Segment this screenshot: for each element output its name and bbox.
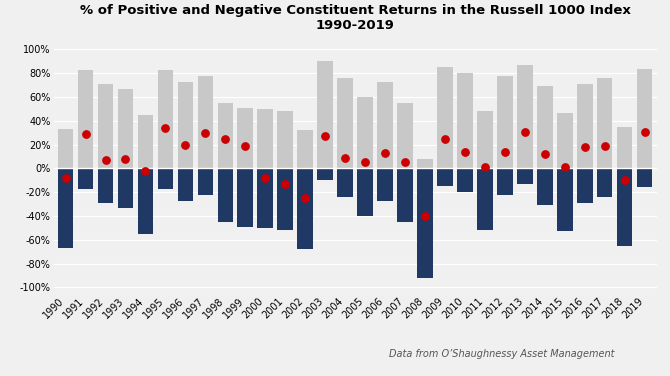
Bar xyxy=(98,84,113,168)
Point xyxy=(220,136,230,142)
Bar xyxy=(357,97,373,168)
Bar xyxy=(577,168,592,203)
Bar xyxy=(537,168,553,205)
Point xyxy=(80,131,91,137)
Bar xyxy=(497,168,513,194)
Bar xyxy=(377,82,393,168)
Bar xyxy=(118,168,133,208)
Bar xyxy=(277,111,293,168)
Text: Data from O’Shaughnessy Asset Management: Data from O’Shaughnessy Asset Management xyxy=(389,349,614,359)
Point xyxy=(340,155,350,161)
Bar xyxy=(78,70,93,168)
Bar xyxy=(318,61,333,168)
Point xyxy=(240,143,251,149)
Point xyxy=(160,125,171,131)
Bar xyxy=(218,168,233,222)
Bar xyxy=(636,168,653,188)
Point xyxy=(600,143,610,149)
Bar xyxy=(457,73,473,168)
Bar xyxy=(397,168,413,222)
Bar xyxy=(237,168,253,227)
Bar xyxy=(157,70,174,168)
Bar xyxy=(577,84,592,168)
Bar xyxy=(178,168,193,200)
Bar xyxy=(537,86,553,168)
Point xyxy=(440,136,450,142)
Bar xyxy=(357,168,373,216)
Bar xyxy=(257,168,273,228)
Point xyxy=(500,149,511,155)
Point xyxy=(419,213,430,219)
Bar xyxy=(597,168,612,197)
Bar xyxy=(377,168,393,200)
Title: % of Positive and Negative Constituent Returns in the Russell 1000 Index
1990-20: % of Positive and Negative Constituent R… xyxy=(80,4,630,32)
Bar xyxy=(477,111,492,168)
Point xyxy=(460,149,470,155)
Legend: % Positive, % Negative, Annual Return: % Positive, % Negative, Annual Return xyxy=(59,375,342,376)
Bar xyxy=(477,168,492,230)
Point xyxy=(639,129,650,135)
Bar xyxy=(257,109,273,168)
Bar xyxy=(297,130,313,168)
Bar xyxy=(397,103,413,168)
Point xyxy=(280,181,291,187)
Bar xyxy=(337,168,353,197)
Bar xyxy=(437,67,453,168)
Bar xyxy=(157,168,174,189)
Point xyxy=(100,157,111,163)
Point xyxy=(120,156,131,162)
Bar xyxy=(218,103,233,168)
Point xyxy=(140,168,151,174)
Point xyxy=(200,130,210,136)
Bar xyxy=(497,76,513,168)
Bar xyxy=(457,168,473,192)
Bar xyxy=(277,168,293,230)
Bar xyxy=(58,168,74,248)
Bar xyxy=(437,168,453,186)
Bar xyxy=(318,168,333,180)
Bar xyxy=(636,68,653,168)
Bar xyxy=(198,76,213,168)
Bar xyxy=(417,168,433,278)
Point xyxy=(580,144,590,150)
Point xyxy=(539,151,550,157)
Point xyxy=(360,159,371,165)
Bar xyxy=(517,65,533,168)
Bar xyxy=(597,78,612,168)
Point xyxy=(619,177,630,183)
Bar xyxy=(98,168,113,203)
Point xyxy=(299,195,310,201)
Point xyxy=(180,142,191,148)
Bar xyxy=(78,168,93,189)
Bar xyxy=(557,112,573,168)
Point xyxy=(400,159,411,165)
Bar xyxy=(137,168,153,234)
Bar xyxy=(237,108,253,168)
Point xyxy=(380,150,391,156)
Bar xyxy=(58,129,74,168)
Bar xyxy=(178,82,193,168)
Point xyxy=(559,164,570,170)
Bar xyxy=(557,168,573,232)
Point xyxy=(60,175,71,181)
Bar xyxy=(137,115,153,168)
Bar xyxy=(337,78,353,168)
Point xyxy=(260,175,271,181)
Point xyxy=(519,129,530,135)
Bar xyxy=(118,89,133,168)
Bar xyxy=(417,159,433,168)
Point xyxy=(320,133,330,139)
Bar xyxy=(297,168,313,249)
Bar xyxy=(517,168,533,184)
Bar xyxy=(617,168,632,246)
Bar xyxy=(198,168,213,194)
Point xyxy=(480,164,490,170)
Bar xyxy=(617,127,632,168)
